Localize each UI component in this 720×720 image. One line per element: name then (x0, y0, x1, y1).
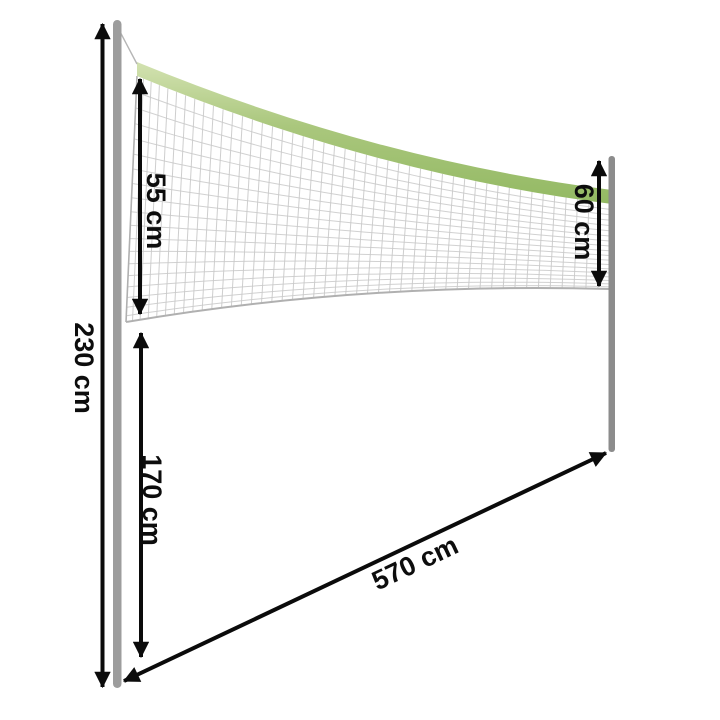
net-mesh-line (502, 187, 510, 289)
net-mesh-line (549, 195, 556, 289)
net-mesh-line (230, 116, 244, 307)
net-top-band (137, 62, 612, 204)
net-length-label: 570 cm (367, 530, 463, 596)
net-mesh-line (132, 168, 612, 237)
net-mesh-line (433, 173, 443, 291)
net-mesh-line (129, 238, 611, 261)
right-pole (608, 156, 615, 452)
net-mesh-line (302, 139, 315, 299)
net-mesh-line (127, 272, 611, 288)
net-mesh-line (345, 151, 357, 296)
net-mesh-line (129, 250, 611, 266)
net-mesh (125, 75, 613, 323)
net-mesh-line (211, 109, 224, 310)
net-mesh-line (136, 91, 612, 211)
net-mesh-line (261, 126, 274, 304)
pole-height-label: 230 cm (69, 322, 99, 414)
net-mesh-line (411, 168, 422, 292)
net-mesh-line (156, 88, 169, 318)
net-mesh-line (128, 260, 611, 270)
net-mesh-line (130, 211, 611, 252)
net-mesh-line (456, 178, 466, 290)
net-mesh-line (126, 281, 611, 308)
bottom-clearance-label: 170 cm (137, 454, 167, 546)
net-mesh-line (367, 157, 378, 294)
net-mesh-line (131, 197, 612, 247)
net-mesh-line (537, 193, 544, 289)
net-mesh-line (479, 183, 488, 289)
net-mesh-line (183, 98, 196, 314)
net-mesh-line (134, 138, 612, 227)
net-mesh-line (130, 224, 611, 257)
net-mesh-line (250, 122, 263, 305)
net-mesh-line (164, 91, 178, 316)
net-mesh-line (240, 119, 253, 306)
net-mesh-line (400, 165, 411, 292)
net-mesh-line (134, 123, 612, 221)
net-mesh-line (135, 107, 612, 216)
net-mesh-line (201, 105, 214, 311)
net-mesh-line (323, 145, 336, 297)
net-mesh-line (356, 154, 367, 295)
net-mesh-line (491, 185, 499, 289)
net-height-right-label: 60 cm (569, 184, 599, 261)
net-height-left-label: 55 cm (141, 173, 171, 250)
net-mesh-line (192, 102, 205, 312)
net-mesh-line (334, 148, 346, 297)
net-left-edge-cord (125, 75, 138, 323)
net-mesh-line (133, 153, 612, 232)
net-length-arrow (122, 451, 608, 683)
net-mesh-line (292, 136, 304, 300)
net-mesh-line (127, 277, 611, 298)
left-pole (113, 20, 122, 688)
net-mesh-line (422, 171, 432, 291)
net-mesh-line (445, 176, 455, 290)
net-bottom-cord (125, 286, 611, 323)
net-mesh-line (271, 129, 284, 302)
net-mesh-line (389, 163, 400, 293)
net-mesh-line (132, 183, 612, 242)
net-mesh-line (378, 160, 389, 293)
net-mesh-line (173, 95, 187, 315)
net-mesh-line (128, 267, 611, 277)
net-mesh-line (126, 285, 611, 317)
net-mesh-line (147, 85, 160, 319)
net-mesh-line (313, 142, 325, 298)
net-mesh-line (221, 112, 234, 308)
net-mesh-line (281, 132, 294, 301)
net-mesh-line (468, 181, 477, 289)
